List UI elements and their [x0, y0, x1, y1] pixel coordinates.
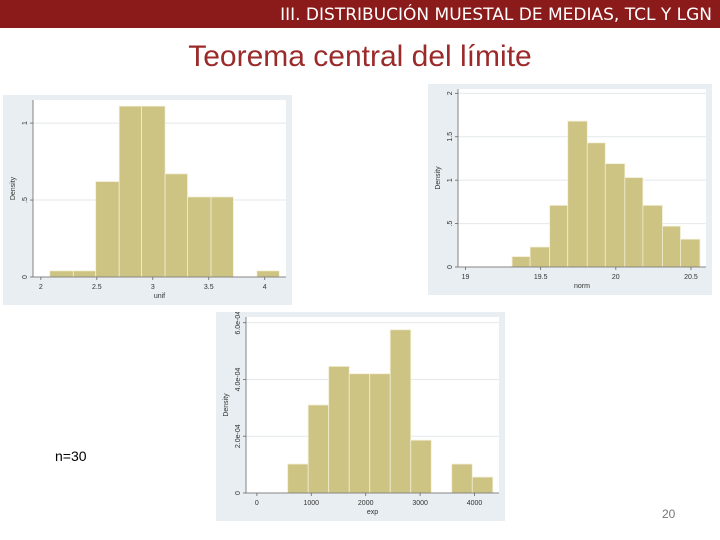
- bar: [328, 365, 350, 494]
- bar: [451, 463, 473, 494]
- bar: [642, 204, 663, 268]
- x-tick-label: 19: [462, 274, 470, 281]
- bar: [307, 404, 330, 494]
- y-tick-label: 0: [235, 491, 242, 495]
- x-tick-label: 3: [151, 284, 155, 291]
- histogram-chart: 0 .5 1 2 2.5 3 3.5 4 unif Density: [3, 95, 292, 305]
- page-number: 20: [662, 507, 676, 521]
- bar: [586, 142, 606, 268]
- x-tick-label: 1000: [304, 500, 320, 507]
- header: III. DISTRIBUCIÓN MUESTAL DE MEDIAS, TCL…: [0, 0, 720, 28]
- y-tick-label: 2.0e-04: [235, 424, 242, 448]
- bar: [118, 105, 142, 278]
- x-tick-label: 2: [39, 284, 43, 291]
- bar: [287, 463, 309, 494]
- y-tick-label: 0: [22, 275, 29, 279]
- y-tick-label: 4.0e-04: [235, 367, 242, 391]
- bar: [348, 373, 371, 494]
- y-tick-label: 1: [22, 121, 29, 125]
- bar: [72, 270, 97, 278]
- y-tick-label: .5: [447, 221, 454, 227]
- y-tick-label: 2: [447, 91, 454, 95]
- bar: [49, 270, 74, 278]
- x-tick-label: 2.5: [92, 284, 102, 291]
- bar: [549, 204, 569, 268]
- x-tick-label: 20.5: [684, 274, 698, 281]
- histogram-chart: 0 2.0e-04 4.0e-04 6.0e-04 0 1000 2000 3000 4000 e…: [216, 312, 505, 521]
- x-tick-label: 3.5: [204, 284, 214, 291]
- bar: [567, 120, 588, 268]
- x-tick-label: 0: [255, 500, 259, 507]
- x-tick-label: 4000: [467, 500, 483, 507]
- bar: [389, 329, 412, 494]
- bar: [511, 256, 531, 268]
- x-tick-label: 20: [612, 274, 620, 281]
- bar: [164, 173, 188, 278]
- histogram-chart: 0 .5 1 1.5 2 19 19.5 20 20.5 norm Density: [428, 84, 712, 295]
- bar: [624, 177, 644, 268]
- y-tick-label: 1.5: [447, 132, 454, 142]
- x-axis-label: unif: [154, 293, 165, 300]
- bar: [210, 196, 234, 278]
- bar: [680, 238, 701, 268]
- x-tick-label: 3000: [412, 500, 428, 507]
- y-tick-label: 1: [447, 178, 454, 182]
- bar: [604, 163, 626, 268]
- bar: [187, 196, 212, 278]
- x-axis-label: exp: [367, 509, 378, 516]
- x-tick-label: 2000: [358, 500, 374, 507]
- title: Teorema central del límite: [188, 40, 532, 73]
- y-axis-label: Density: [435, 166, 442, 190]
- y-tick-label: .5: [22, 197, 29, 203]
- bar: [141, 105, 166, 278]
- bar: [410, 439, 432, 494]
- x-axis-label: norm: [574, 283, 590, 290]
- x-tick-label: 19.5: [534, 274, 548, 281]
- bar: [529, 246, 551, 268]
- x-tick-label: 4: [263, 284, 267, 291]
- bar: [471, 476, 494, 494]
- y-tick-label: 6.0e-04: [235, 312, 242, 335]
- y-tick-label: 0: [447, 265, 454, 269]
- bar: [369, 373, 391, 494]
- bar: [256, 270, 280, 278]
- bar: [662, 225, 681, 268]
- note: n=30: [55, 448, 87, 464]
- y-axis-label: Density: [223, 393, 230, 417]
- bar: [95, 181, 120, 278]
- y-axis-label: Density: [10, 176, 17, 200]
